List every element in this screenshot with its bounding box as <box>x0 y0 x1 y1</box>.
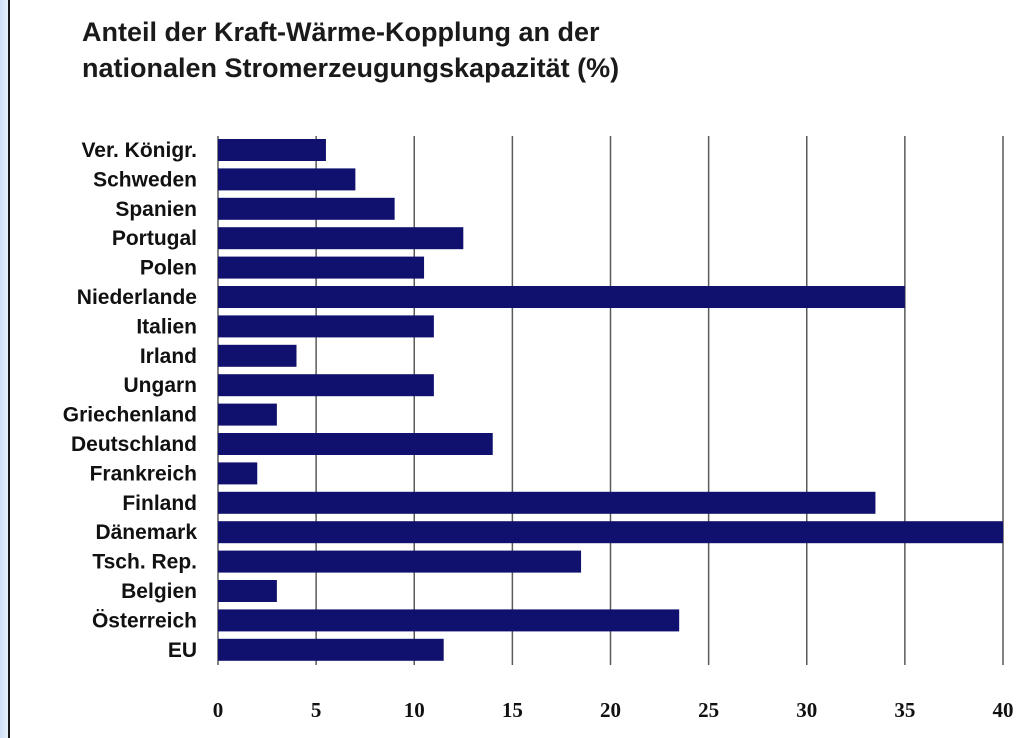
x-tick-label: 10 <box>404 698 425 722</box>
bar <box>218 550 582 573</box>
category-label: Frankreich <box>90 462 197 485</box>
x-tick-label: 30 <box>796 698 817 722</box>
category-label: Ver. Königr. <box>81 139 197 162</box>
x-tick-labels: 0 5 10 15 20 25 30 35 40 <box>213 698 1014 722</box>
x-tick-label: 25 <box>698 698 719 722</box>
bar <box>218 491 876 514</box>
bar <box>218 580 277 602</box>
x-tick-label: 20 <box>600 698 621 722</box>
bar <box>218 374 434 397</box>
bar <box>218 315 434 338</box>
x-tick-label: 5 <box>311 698 322 722</box>
x-tick-label: 0 <box>213 698 224 722</box>
bar <box>218 462 258 485</box>
bar <box>218 256 425 279</box>
category-label: Polen <box>140 257 197 280</box>
x-tick-label: 15 <box>502 698 523 722</box>
category-label: Niederlande <box>77 286 197 309</box>
category-label: Griechenland <box>63 404 197 427</box>
bar <box>218 344 297 367</box>
category-label: Belgien <box>121 580 197 603</box>
category-label: Finland <box>122 492 197 515</box>
category-label: Deutschland <box>71 433 197 456</box>
bar <box>218 139 326 161</box>
bar <box>218 286 905 308</box>
category-label: Irland <box>140 345 197 368</box>
bar <box>218 638 444 661</box>
bar <box>218 521 1003 544</box>
bar <box>218 403 277 426</box>
bar <box>218 227 464 250</box>
x-tick-label: 40 <box>993 698 1014 722</box>
bar <box>218 609 680 632</box>
category-label: Schweden <box>93 168 197 191</box>
bar <box>218 168 356 191</box>
category-label: Tsch. Rep. <box>92 551 197 574</box>
category-label: Spanien <box>115 198 197 221</box>
chart-title: Anteil der Kraft-Wärme-Kopplung an der n… <box>82 17 620 83</box>
bars <box>218 139 1003 661</box>
category-labels: Ver. Königr. Schweden Spanien Portugal Polen… <box>63 139 198 662</box>
category-label: Österreich <box>92 609 197 632</box>
bar <box>218 197 395 220</box>
category-label: Dänemark <box>95 521 197 544</box>
grid-lines <box>217 136 1004 665</box>
category-label: Portugal <box>112 227 197 250</box>
category-label: Ungarn <box>124 374 198 397</box>
category-label: EU <box>168 639 197 662</box>
bar <box>218 433 493 455</box>
category-label: Italien <box>136 315 197 338</box>
x-tick-label: 35 <box>894 698 915 722</box>
